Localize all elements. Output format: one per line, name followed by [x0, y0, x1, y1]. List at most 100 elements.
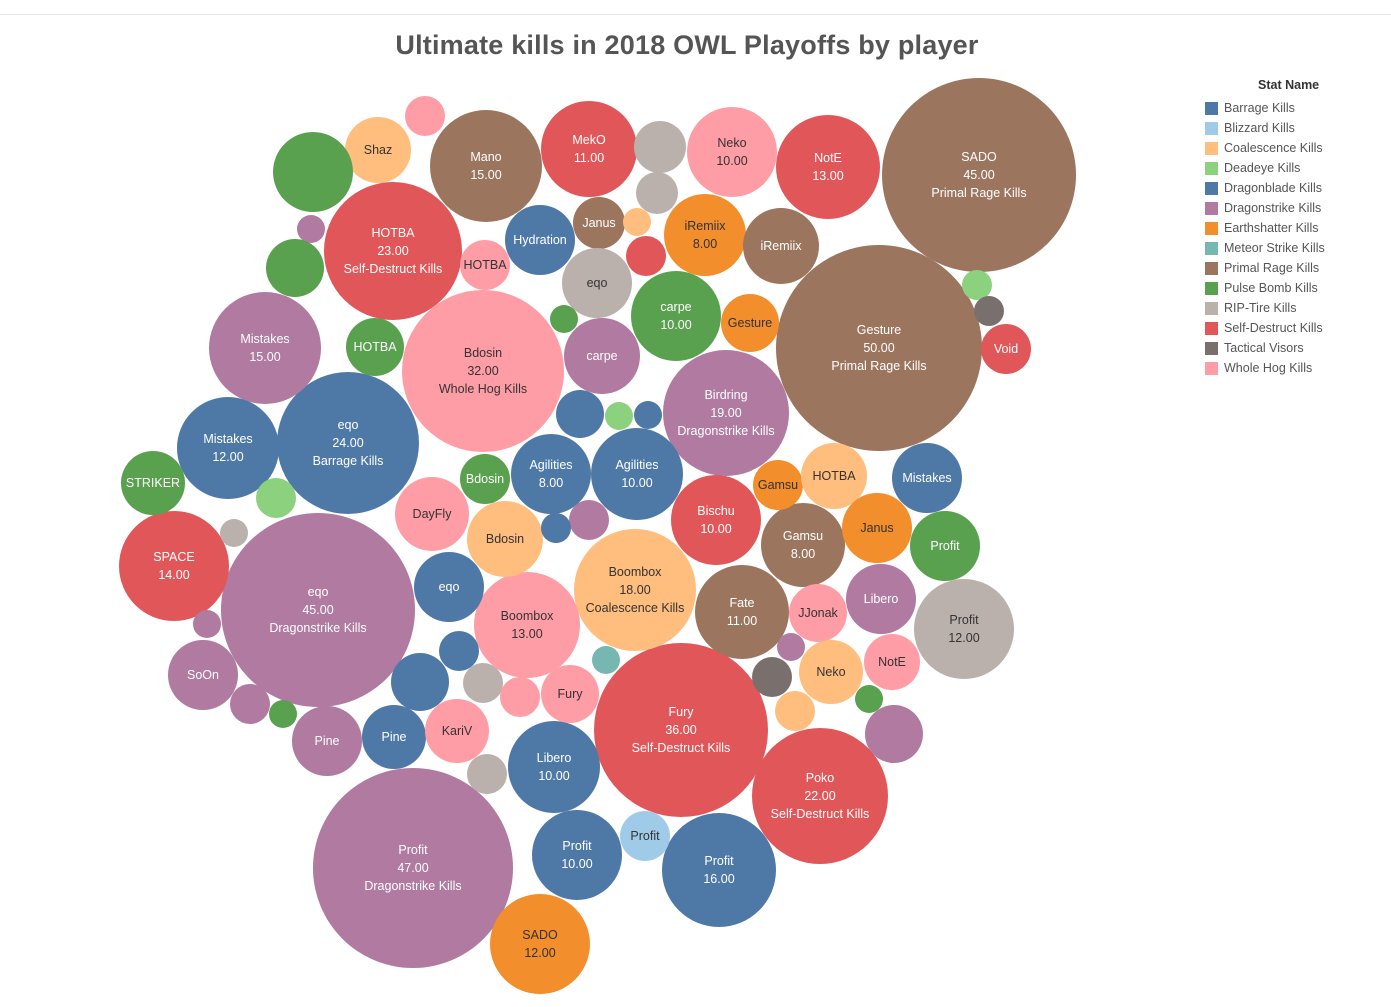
legend-item[interactable]: Dragonblade Kills [1205, 178, 1385, 198]
bubble[interactable]: Janus [573, 197, 625, 249]
bubble[interactable]: Bdosin [467, 501, 543, 577]
bubble[interactable] [297, 215, 325, 243]
bubble[interactable] [266, 239, 324, 297]
bubble[interactable]: Pine [362, 705, 426, 769]
bubble[interactable]: iRemiix [743, 208, 819, 284]
bubble[interactable] [439, 631, 479, 671]
bubble[interactable] [269, 700, 297, 728]
bubble[interactable]: Bdosin [460, 454, 510, 504]
legend-item[interactable]: Whole Hog Kills [1205, 358, 1385, 378]
bubble[interactable]: Janus [842, 493, 912, 563]
bubble[interactable] [592, 646, 620, 674]
bubble[interactable]: Profit 47.00 Dragonstrike Kills [313, 768, 513, 968]
bubble[interactable]: eqo [414, 552, 484, 622]
bubble[interactable] [569, 500, 609, 540]
bubble[interactable] [391, 653, 449, 711]
bubble[interactable] [775, 691, 815, 731]
bubble[interactable]: carpe 10.00 [631, 271, 721, 361]
bubble[interactable] [626, 236, 666, 276]
bubble[interactable]: NotE 13.00 [776, 115, 880, 219]
bubble[interactable]: Bdosin 32.00 Whole Hog Kills [402, 290, 564, 452]
bubble[interactable] [463, 663, 503, 703]
bubble[interactable] [220, 519, 248, 547]
bubble[interactable] [556, 390, 604, 438]
legend-item[interactable]: Dragonstrike Kills [1205, 198, 1385, 218]
bubble[interactable]: Profit 10.00 [532, 810, 622, 900]
bubble[interactable]: Neko 10.00 [687, 107, 777, 197]
bubble[interactable]: Profit [620, 811, 670, 861]
bubble[interactable]: SADO 12.00 [490, 894, 590, 994]
bubble[interactable] [256, 478, 296, 518]
bubble[interactable]: Void [981, 324, 1031, 374]
bubble[interactable]: Mistakes 15.00 [209, 292, 321, 404]
bubble[interactable]: MekO 11.00 [541, 101, 637, 197]
legend-item[interactable]: Coalescence Kills [1205, 138, 1385, 158]
bubble[interactable]: SPACE 14.00 [119, 511, 229, 621]
bubble[interactable] [467, 754, 507, 794]
bubble[interactable] [500, 677, 540, 717]
bubble[interactable]: Fury [541, 665, 599, 723]
bubble[interactable] [634, 401, 662, 429]
bubble[interactable]: Mistakes 12.00 [177, 397, 279, 499]
bubble[interactable]: DayFly [395, 477, 469, 551]
bubble[interactable]: eqo 24.00 Barrage Kills [277, 372, 419, 514]
legend-item[interactable]: RIP-Tire Kills [1205, 298, 1385, 318]
bubble[interactable]: Mano 15.00 [430, 110, 542, 222]
bubble[interactable]: KariV [425, 699, 489, 763]
bubble[interactable]: Birdring 19.00 Dragonstrike Kills [663, 350, 789, 476]
legend-item[interactable]: Earthshatter Kills [1205, 218, 1385, 238]
legend-item[interactable]: Barrage Kills [1205, 98, 1385, 118]
bubble[interactable]: Poko 22.00 Self-Destruct Kills [752, 728, 888, 864]
legend-item[interactable]: Pulse Bomb Kills [1205, 278, 1385, 298]
bubble[interactable]: STRIKER [121, 451, 185, 515]
bubble[interactable]: Pine [292, 706, 362, 776]
bubble[interactable]: eqo 45.00 Dragonstrike Kills [221, 513, 415, 707]
legend-item[interactable]: Self-Destruct Kills [1205, 318, 1385, 338]
bubble[interactable]: Neko [799, 640, 863, 704]
bubble[interactable]: Boombox 18.00 Coalescence Kills [574, 529, 696, 651]
bubble[interactable] [550, 305, 578, 333]
bubble[interactable]: Gamsu [753, 460, 803, 510]
bubble[interactable] [623, 208, 651, 236]
bubble[interactable]: Mistakes [892, 443, 962, 513]
bubble[interactable] [541, 513, 571, 543]
bubble[interactable] [193, 610, 221, 638]
bubble[interactable] [962, 270, 992, 300]
legend-item[interactable]: Blizzard Kills [1205, 118, 1385, 138]
bubble[interactable]: Profit 16.00 [662, 813, 776, 927]
bubble[interactable] [605, 402, 633, 430]
bubble[interactable]: NotE [864, 634, 920, 690]
legend-item[interactable]: Primal Rage Kills [1205, 258, 1385, 278]
bubble[interactable]: carpe [564, 318, 640, 394]
bubble[interactable] [230, 684, 270, 724]
bubble[interactable]: Boombox 13.00 [474, 572, 580, 678]
bubble[interactable]: Gesture 50.00 Primal Rage Kills [776, 245, 982, 451]
bubble[interactable]: HOTBA [460, 240, 510, 290]
bubble[interactable]: Bischu 10.00 [671, 475, 761, 565]
bubble[interactable]: eqo [562, 248, 632, 318]
bubble[interactable] [405, 96, 445, 136]
bubble[interactable]: Agilities 8.00 [511, 434, 591, 514]
bubble[interactable]: Fate 11.00 [695, 565, 789, 659]
legend-item[interactable]: Deadeye Kills [1205, 158, 1385, 178]
legend-item[interactable]: Tactical Visors [1205, 338, 1385, 358]
bubble[interactable]: Fury 36.00 Self-Destruct Kills [594, 643, 768, 817]
bubble[interactable]: HOTBA 23.00 Self-Destruct Kills [324, 182, 462, 320]
bubble[interactable]: Shaz [345, 117, 411, 183]
bubble[interactable] [777, 633, 805, 661]
bubble[interactable]: Agilities 10.00 [591, 428, 683, 520]
bubble[interactable] [865, 705, 923, 763]
bubble[interactable]: JJonak [789, 584, 847, 642]
bubble[interactable]: Profit 12.00 [914, 579, 1014, 679]
bubble[interactable]: SADO 45.00 Primal Rage Kills [882, 78, 1076, 272]
bubble[interactable]: iRemiix 8.00 [664, 194, 746, 276]
bubble[interactable]: Hydration [505, 205, 575, 275]
bubble[interactable] [636, 172, 678, 214]
bubble[interactable] [273, 132, 353, 212]
bubble[interactable]: Gamsu 8.00 [761, 503, 845, 587]
bubble[interactable]: Gesture [721, 294, 779, 352]
bubble[interactable]: Profit [910, 511, 980, 581]
bubble[interactable] [752, 657, 792, 697]
bubble[interactable]: HOTBA [346, 318, 404, 376]
bubble[interactable]: Libero [846, 564, 916, 634]
